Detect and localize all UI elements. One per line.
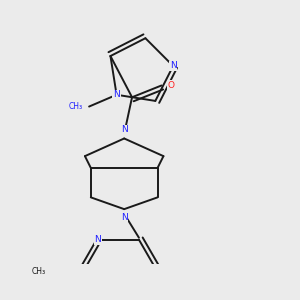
Text: O: O <box>168 81 175 90</box>
Text: N: N <box>94 235 101 244</box>
Text: N: N <box>121 213 128 222</box>
Text: N: N <box>121 125 128 134</box>
Text: N: N <box>113 90 120 99</box>
Text: CH₃: CH₃ <box>32 268 46 277</box>
Text: CH₃: CH₃ <box>69 102 83 111</box>
Text: N: N <box>170 61 176 70</box>
